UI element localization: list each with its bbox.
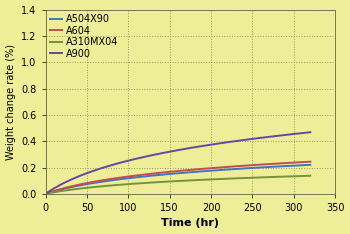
Line: A310MX04: A310MX04 [46,176,310,194]
Line: A900: A900 [46,132,310,194]
A604 [301,161,305,164]
A900 [165,151,169,154]
A900 [300,132,304,135]
A900 [252,137,256,140]
A310MX04 [57,190,61,193]
A604 [252,164,256,166]
A504X90 [57,189,61,191]
A310MX04 [308,174,313,177]
A604 [308,160,313,163]
A604 [43,192,48,195]
A604 [57,188,61,191]
A900 [172,149,176,152]
A310MX04 [301,175,305,177]
A310MX04 [43,192,48,195]
Line: A604: A604 [46,162,310,194]
A504X90 [301,164,305,167]
A504X90 [308,163,313,166]
Y-axis label: Weight change rate (%): Weight change rate (%) [6,44,15,160]
A504X90 [43,192,48,195]
A604 [165,171,169,173]
A504X90 [252,166,256,169]
A504X90 [165,173,169,176]
A900 [57,184,61,187]
A310MX04 [252,176,256,179]
A504X90 [172,172,176,175]
A900 [43,192,48,195]
A310MX04 [172,180,176,183]
A504X90 [300,164,304,167]
X-axis label: Time (hr): Time (hr) [161,219,219,228]
A604 [300,161,304,164]
A604 [172,170,176,173]
A310MX04 [165,180,169,183]
Line: A504X90: A504X90 [46,165,310,194]
A900 [308,131,313,134]
A900 [301,132,305,135]
Legend: A504X90, A604, A310MX04, A900: A504X90, A604, A310MX04, A900 [48,12,120,61]
A310MX04 [300,175,304,177]
